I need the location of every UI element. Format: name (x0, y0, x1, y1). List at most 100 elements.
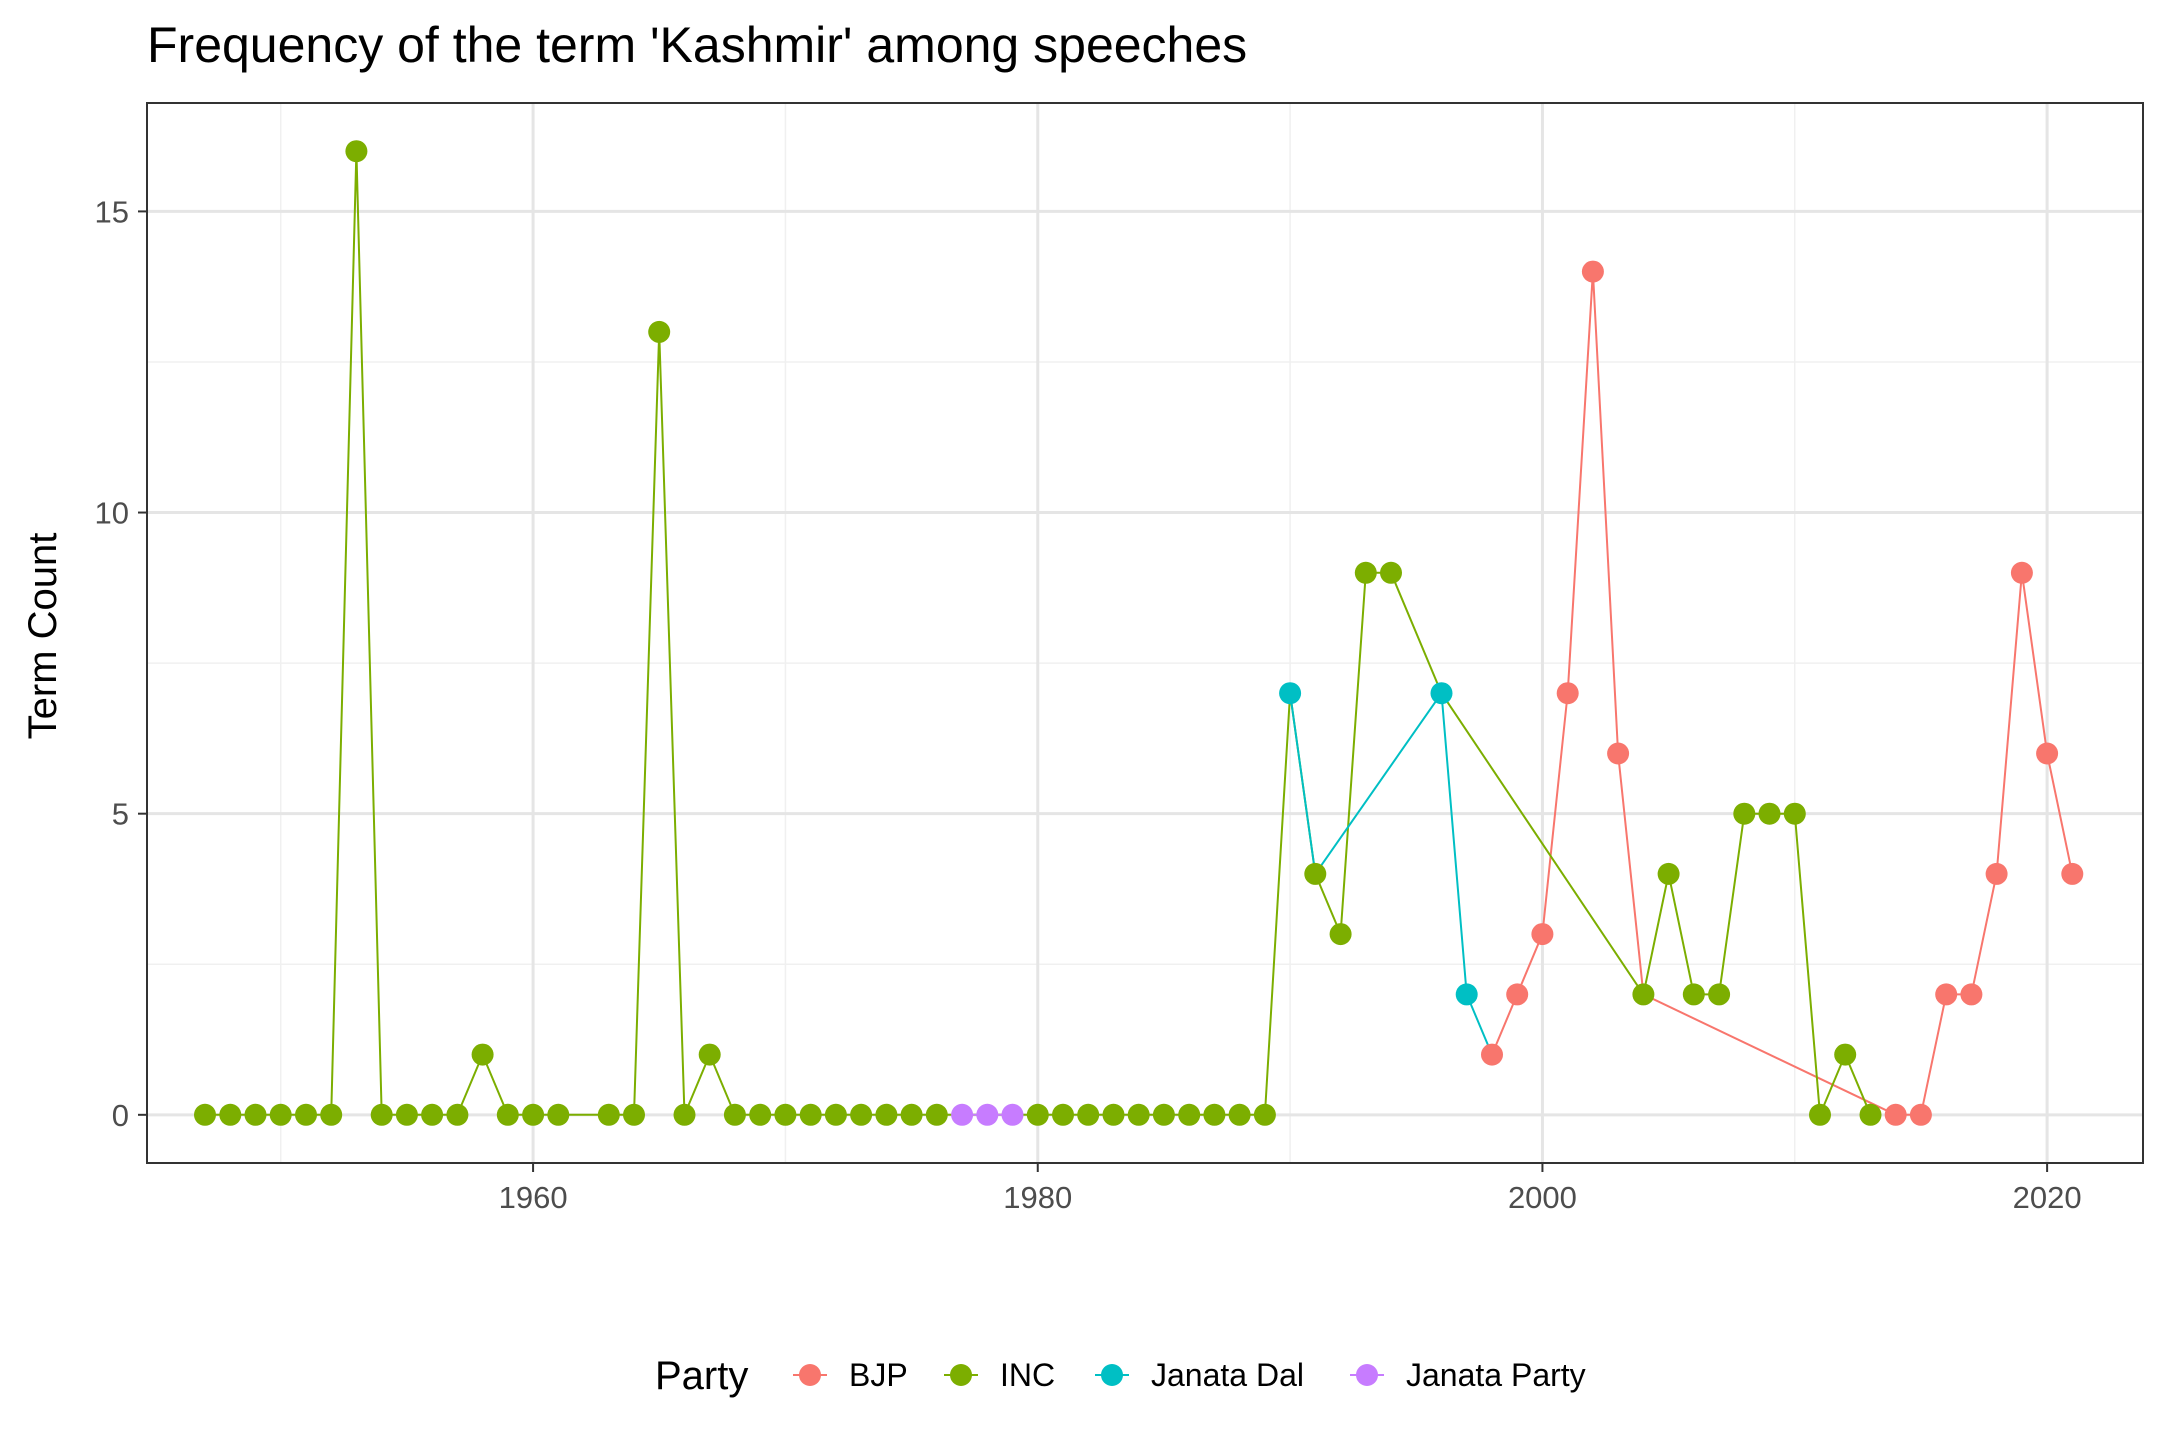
legend-entry: INC (944, 1357, 1055, 1393)
data-point (1228, 1103, 1251, 1126)
data-point (597, 1103, 620, 1126)
data-point (1152, 1103, 1175, 1126)
data-point (1430, 682, 1453, 705)
data-point (1127, 1103, 1150, 1126)
axis-layer: 1960 1980 2000 2020 0 5 10 15 (95, 194, 2082, 1215)
legend-entry: BJP (793, 1357, 908, 1393)
data-point (269, 1103, 292, 1126)
data-point (900, 1103, 923, 1126)
legend-key-point (799, 1364, 821, 1386)
y-tick-label: 0 (112, 1098, 129, 1133)
panel-border (146, 102, 2144, 1164)
data-point (1884, 1103, 1907, 1126)
data-point (1657, 862, 1680, 885)
data-point (1001, 1103, 1024, 1126)
points-layer (194, 140, 2084, 1126)
data-point (547, 1103, 570, 1126)
data-point (421, 1103, 444, 1126)
x-tick-label: 1980 (1003, 1180, 1072, 1215)
grid-layer (147, 103, 2143, 1163)
legend-key-point (950, 1364, 972, 1386)
data-point (1783, 802, 1806, 825)
data-point (1102, 1103, 1125, 1126)
data-point (673, 1103, 696, 1126)
data-point (648, 320, 671, 343)
data-point (1985, 862, 2008, 885)
legend-label: INC (1000, 1357, 1055, 1393)
data-point (1834, 1043, 1857, 1066)
legend: Party BJP INC Janata Dal Janata Party (655, 1354, 1586, 1398)
data-point (320, 1103, 343, 1126)
data-point (1758, 802, 1781, 825)
legend-title: Party (655, 1354, 748, 1398)
data-point (295, 1103, 317, 1126)
data-point (1581, 260, 1604, 283)
data-point (1935, 983, 1958, 1006)
legend-label: Janata Party (1406, 1357, 1586, 1393)
data-point (1481, 1043, 1503, 1066)
data-point (1253, 1103, 1276, 1126)
data-point (1809, 1103, 1831, 1126)
data-point (219, 1103, 242, 1126)
data-point (925, 1103, 948, 1126)
data-point (1026, 1103, 1049, 1126)
data-point (1607, 742, 1630, 765)
legend-entry: Janata Party (1350, 1357, 1586, 1393)
data-point (951, 1103, 974, 1126)
lines-layer (205, 150, 2074, 1116)
data-point (1178, 1103, 1201, 1126)
data-point (1556, 682, 1579, 705)
legend-entry: Janata Dal (1095, 1357, 1304, 1393)
legend-key-point (1101, 1364, 1123, 1386)
data-point (244, 1103, 267, 1126)
data-point (194, 1103, 216, 1126)
data-point (1708, 983, 1731, 1006)
data-point (1052, 1103, 1074, 1126)
y-tick-label: 15 (95, 194, 129, 229)
data-point (2036, 742, 2059, 765)
data-point (774, 1103, 797, 1126)
data-point (976, 1103, 999, 1126)
data-point (2010, 561, 2033, 584)
y-tick-label: 10 (95, 496, 129, 531)
data-point (749, 1103, 772, 1126)
data-point (1909, 1103, 1932, 1126)
data-point (370, 1103, 393, 1126)
data-point (1203, 1103, 1226, 1126)
data-point (1632, 983, 1655, 1006)
data-point (446, 1103, 469, 1126)
data-point (471, 1043, 494, 1066)
data-point (623, 1103, 645, 1126)
data-point (496, 1103, 519, 1126)
data-point (1304, 862, 1327, 885)
data-point (1354, 561, 1377, 584)
data-point (2061, 862, 2084, 885)
data-point (1329, 923, 1352, 946)
data-point (1682, 983, 1705, 1006)
x-tick-label: 2000 (1508, 1180, 1577, 1215)
data-point (395, 1103, 418, 1126)
legend-key-point (1356, 1364, 1378, 1386)
legend-label: Janata Dal (1151, 1357, 1304, 1393)
data-point (875, 1103, 898, 1126)
y-axis-title: Term Count (21, 533, 65, 740)
data-point (824, 1103, 847, 1126)
data-point (1380, 561, 1402, 584)
data-point (1960, 983, 1983, 1006)
data-point (850, 1103, 873, 1126)
data-point (1455, 983, 1478, 1006)
data-point (1733, 802, 1756, 825)
chart-title: Frequency of the term 'Kashmir' among sp… (147, 17, 1247, 73)
data-point (1077, 1103, 1100, 1126)
x-tick-label: 1960 (499, 1180, 568, 1215)
data-point (1506, 983, 1529, 1006)
y-tick-label: 5 (112, 797, 129, 832)
data-point (799, 1103, 822, 1126)
legend-label: BJP (849, 1357, 908, 1393)
data-point (1859, 1103, 1882, 1126)
data-point (522, 1103, 545, 1126)
series-line (1491, 270, 2074, 1116)
data-point (723, 1103, 746, 1126)
x-tick-label: 2020 (2013, 1180, 2082, 1215)
